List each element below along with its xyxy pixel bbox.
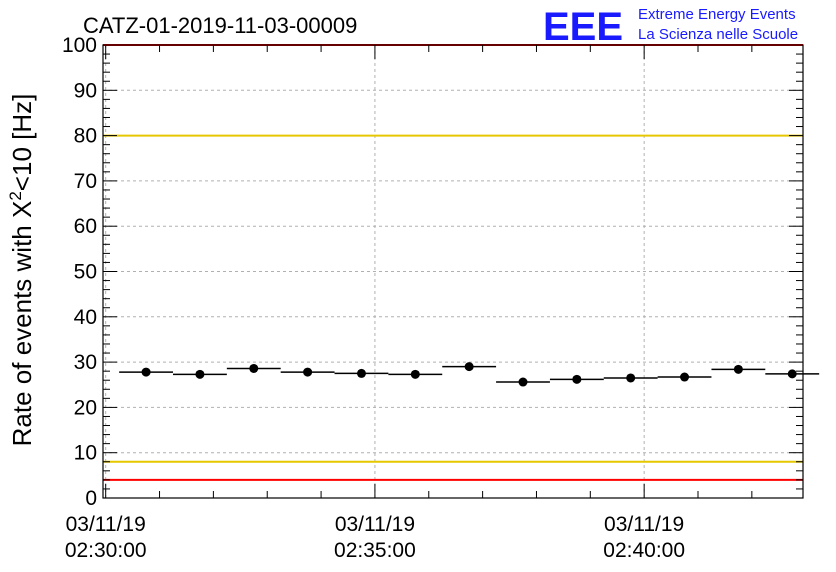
y-tick-label: 80 bbox=[74, 125, 97, 148]
y-tick-label: 100 bbox=[62, 34, 97, 57]
y-axis-label: Rate of events with X2<10 [Hz] bbox=[6, 94, 37, 447]
eee-logo: EEE Extreme Energy Events La Scienza nel… bbox=[543, 5, 798, 49]
data-point bbox=[626, 373, 636, 383]
y-tick-label: 70 bbox=[74, 170, 97, 193]
y-tick-label: 0 bbox=[85, 487, 97, 510]
data-point bbox=[356, 368, 366, 378]
y-axis-label-sup: 2 bbox=[6, 191, 25, 200]
data-point bbox=[195, 369, 205, 379]
y-tick-label: 90 bbox=[74, 79, 97, 102]
x-tick-label-time: 02:35:00 bbox=[334, 539, 416, 562]
logo-mark: EEE bbox=[543, 5, 623, 49]
data-point bbox=[518, 377, 528, 387]
data-point bbox=[464, 362, 474, 372]
y-tick-label: 60 bbox=[74, 215, 97, 238]
data-point bbox=[680, 372, 690, 382]
y-axis-label-base: Rate of events with X bbox=[7, 201, 37, 447]
data-point bbox=[141, 367, 151, 377]
data-point bbox=[733, 364, 743, 374]
x-tick-label-date: 03/11/19 bbox=[66, 513, 146, 536]
x-tick-label-date: 03/11/19 bbox=[335, 513, 415, 536]
y-tick-label: 30 bbox=[74, 351, 97, 374]
logo-line2: La Scienza nelle Scuole bbox=[638, 26, 798, 43]
plot-area: 0 10 20 30 40 50 60 70 80 90 100 03/11/19 02:30:00 03… bbox=[62, 34, 820, 562]
data-point bbox=[572, 374, 582, 384]
y-tick-label: 40 bbox=[74, 306, 97, 329]
y-tick-label: 10 bbox=[74, 442, 97, 465]
x-tick-label-date: 03/11/19 bbox=[604, 513, 684, 536]
y-axis-label-rest: <10 [Hz] bbox=[7, 94, 37, 192]
logo-line1: Extreme Energy Events bbox=[638, 6, 796, 23]
x-tick-label-time: 02:40:00 bbox=[603, 539, 685, 562]
data-point bbox=[410, 369, 420, 379]
y-tick-label: 20 bbox=[74, 396, 97, 419]
data-point bbox=[787, 369, 797, 379]
data-point bbox=[303, 367, 313, 377]
chart-title: CATZ-01-2019-11-03-00009 bbox=[83, 13, 357, 38]
y-tick-label: 50 bbox=[74, 261, 97, 284]
x-tick-label-time: 02:30:00 bbox=[65, 539, 147, 562]
data-point bbox=[249, 363, 259, 373]
